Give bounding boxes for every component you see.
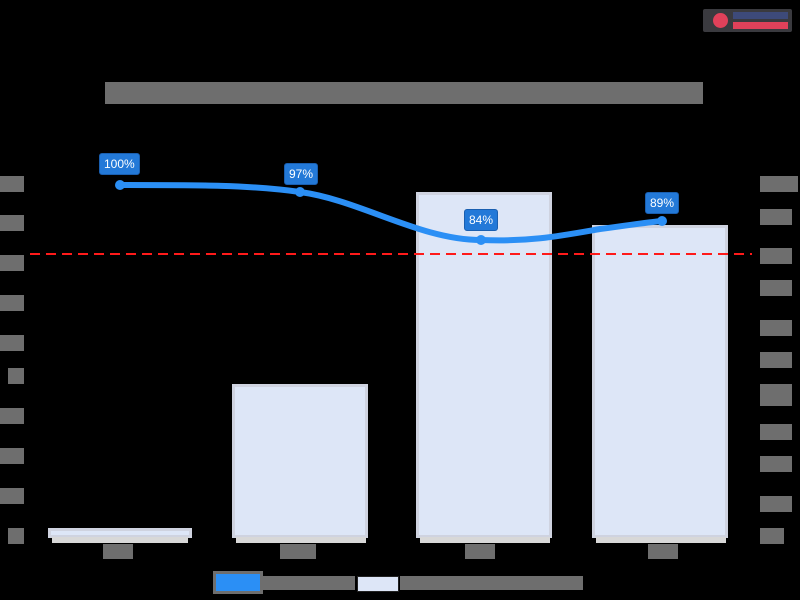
bar-2[interactable]	[232, 384, 368, 538]
right-axis-label	[760, 248, 792, 264]
x-axis-label	[280, 544, 316, 559]
right-axis-label	[760, 320, 792, 336]
logo-text-bottom	[733, 22, 788, 29]
line-point[interactable]	[476, 235, 486, 245]
left-axis-label	[0, 488, 24, 504]
right-axis-label	[760, 496, 792, 512]
right-axis-label	[760, 280, 792, 296]
logo-icon	[713, 13, 728, 28]
right-axis-label	[760, 456, 792, 472]
left-axis-label	[0, 408, 24, 424]
left-axis-label	[0, 335, 24, 351]
left-axis-label	[0, 448, 24, 464]
data-label: 100%	[99, 153, 140, 175]
line-point[interactable]	[115, 180, 125, 190]
data-label: 97%	[284, 163, 319, 185]
right-axis-label	[760, 424, 792, 440]
bar-base	[420, 537, 550, 543]
x-axis-label	[103, 544, 133, 559]
bar-1[interactable]	[48, 528, 192, 538]
cumulative-line	[117, 182, 665, 244]
bar-3[interactable]	[416, 192, 552, 538]
legend-label-line	[263, 576, 355, 590]
chart-title	[105, 82, 703, 104]
right-axis-label	[760, 384, 792, 406]
right-axis-label	[760, 352, 792, 368]
left-axis-label	[0, 176, 24, 192]
bar-base	[236, 537, 366, 543]
legend-label-bar	[400, 576, 583, 590]
right-axis-label	[760, 209, 792, 225]
left-axis-label	[0, 255, 24, 271]
left-axis-label	[8, 368, 24, 384]
left-axis-label	[0, 295, 24, 311]
bar-4[interactable]	[592, 225, 728, 538]
bar-base	[596, 537, 726, 543]
brand-logo	[703, 9, 792, 32]
legend-swatch-bar[interactable]	[357, 576, 399, 592]
legend-swatch-line[interactable]	[213, 571, 263, 594]
line-point[interactable]	[657, 216, 667, 226]
x-axis-label	[648, 544, 678, 559]
x-axis-label	[465, 544, 495, 559]
line-point[interactable]	[295, 187, 305, 197]
left-axis-label	[0, 215, 24, 231]
right-axis-label	[760, 528, 784, 544]
data-label: 84%	[464, 209, 499, 231]
logo-text-top	[733, 12, 788, 19]
left-axis-label	[8, 528, 24, 544]
bar-base	[52, 537, 188, 543]
right-axis-label	[760, 176, 798, 192]
data-label: 89%	[645, 192, 680, 214]
